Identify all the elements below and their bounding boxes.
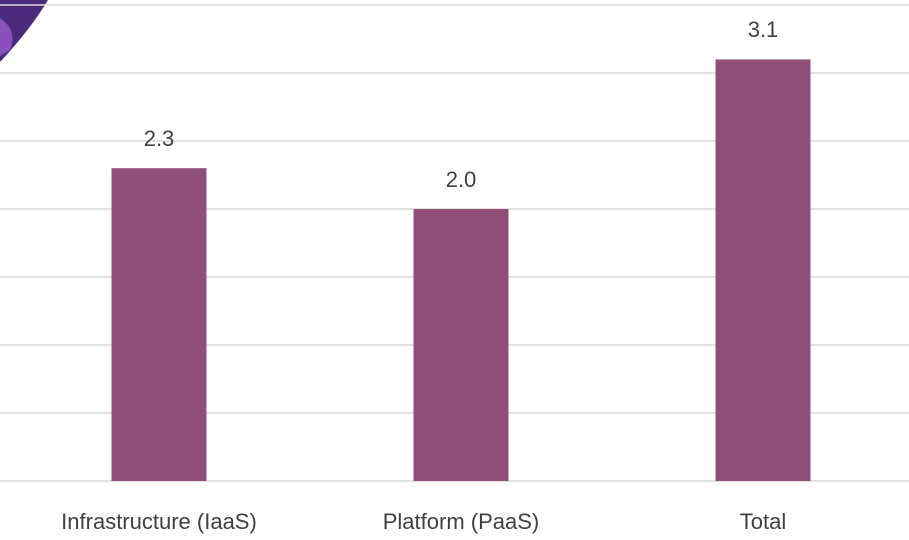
- data-label: 2.3: [144, 126, 175, 151]
- bar: [111, 168, 207, 481]
- data-label: 2.0: [446, 167, 477, 192]
- data-label: 3.1: [748, 17, 779, 42]
- bar: [413, 209, 509, 481]
- bar: [715, 59, 811, 482]
- x-tick-label: Total: [740, 509, 786, 534]
- corner-decoration: [0, 0, 48, 62]
- x-tick-label: Platform (PaaS): [383, 509, 540, 534]
- x-tick-label: Infrastructure (IaaS): [61, 509, 257, 534]
- corner-decoration-highlight: [0, 18, 13, 56]
